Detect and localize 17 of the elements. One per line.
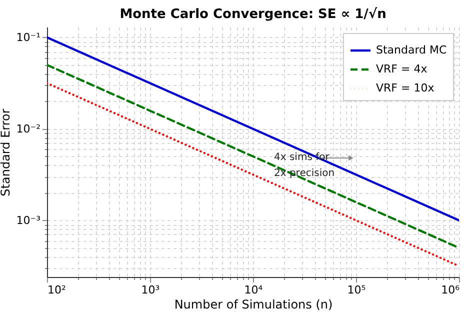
y-axis-title: Standard Error (0, 108, 12, 196)
legend-label: VRF = 10x (376, 82, 435, 94)
line-series (47, 82, 459, 268)
y-tick-label: 10⁻¹ (16, 30, 40, 44)
y-tick-label: 10⁻³ (16, 214, 40, 227)
legend-label: Standard MC (376, 44, 448, 56)
y-tick-label: 10⁻² (16, 122, 40, 136)
x-axis-title: Number of Simulations (n) (174, 298, 333, 312)
x-tick-label: 10² (48, 284, 66, 296)
x-tick-label: 10⁵ (347, 284, 366, 296)
x-tick-label: 10³ (141, 284, 160, 296)
x-tick-label: 10⁶ (441, 284, 460, 296)
chart-title: Monte Carlo Convergence: SE ∝ 1/√n (120, 7, 386, 22)
line-series (47, 64, 459, 249)
line-series (47, 36, 459, 222)
legend-label: VRF = 4x (376, 62, 428, 76)
x-tick-label: 10⁴ (244, 284, 264, 296)
